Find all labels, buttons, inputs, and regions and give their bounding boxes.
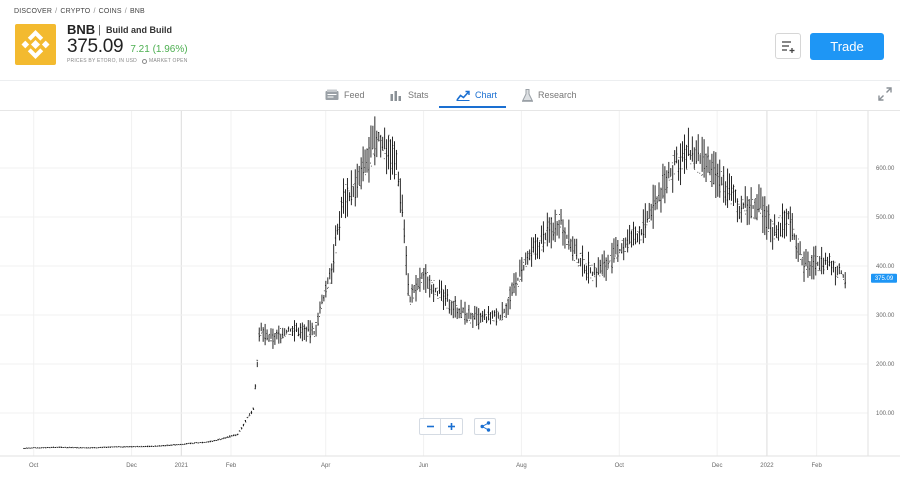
x-tick-label: Dec xyxy=(712,463,723,469)
breadcrumb: DISCOVER / CRYPTO / COINS / BNB xyxy=(14,8,145,15)
tab-stats-label: Stats xyxy=(408,90,429,100)
x-tick-label: Oct xyxy=(615,463,625,469)
last-price-label: 375.09 xyxy=(875,276,894,282)
x-tick-label: Aug xyxy=(516,463,527,469)
tab-research[interactable]: Research xyxy=(522,83,577,107)
price-change: 7.21 (1.96%) xyxy=(130,44,188,55)
price-chart-svg: Oct Dec 2021 Feb Apr Jun Aug Oct Dec 2022 Feb 100.0… xyxy=(0,111,900,469)
expand-icon xyxy=(878,87,892,101)
last-price-marker xyxy=(871,273,897,283)
y-tick-label: 500.00 xyxy=(876,215,895,221)
feed-icon xyxy=(325,89,339,100)
y-tick-label: 100.00 xyxy=(876,411,895,417)
x-tick-label: Feb xyxy=(226,463,237,469)
tab-research-label: Research xyxy=(538,90,577,100)
share-icon xyxy=(480,421,490,432)
instrument-title: BNB | Build and Build xyxy=(67,22,172,37)
breadcrumb-crypto[interactable]: CRYPTO xyxy=(60,8,91,15)
stats-icon xyxy=(390,90,401,101)
zoom-out-button[interactable] xyxy=(419,418,441,435)
clock-icon xyxy=(142,58,147,64)
research-icon xyxy=(522,88,533,102)
price-row: 375.09 7.21 (1.96%) xyxy=(67,36,188,58)
x-tick-label: 2021 xyxy=(175,463,189,469)
zoom-in-button[interactable] xyxy=(441,418,463,435)
tab-feed[interactable]: Feed xyxy=(325,83,365,107)
y-tick-label: 400.00 xyxy=(876,264,895,270)
share-button[interactable] xyxy=(474,418,496,435)
x-tick-label: Dec xyxy=(126,463,137,469)
x-tick-label: 2022 xyxy=(760,463,774,469)
breadcrumb-current: BNB xyxy=(129,8,145,15)
add-to-watchlist-button[interactable] xyxy=(775,33,801,59)
x-tick-label: Apr xyxy=(321,463,330,469)
breadcrumb-discover[interactable]: DISCOVER xyxy=(14,8,53,15)
tab-chart[interactable]: Chart xyxy=(456,83,497,107)
price-chart[interactable]: Oct Dec 2021 Feb Apr Jun Aug Oct Dec 2022 Feb 100.0… xyxy=(0,110,900,473)
y-tick-label: 300.00 xyxy=(876,313,895,319)
y-tick-label: 200.00 xyxy=(876,362,895,368)
chart-icon xyxy=(456,90,470,101)
breadcrumb-coins[interactable]: COINS xyxy=(98,8,122,15)
bnb-logo xyxy=(15,24,56,65)
title-divider: | xyxy=(98,23,102,36)
market-status: MARKET OPEN xyxy=(149,58,188,64)
tab-chart-label: Chart xyxy=(475,90,498,100)
minus-icon xyxy=(426,425,434,428)
bnb-logo-icon xyxy=(21,30,50,59)
price-meta: PRICES BY ETORO, IN USD MARKET OPEN xyxy=(67,58,188,64)
active-tab-indicator xyxy=(439,106,506,108)
zoom-controls xyxy=(419,418,463,435)
tab-feed-label: Feed xyxy=(344,90,365,100)
prices-note: PRICES BY ETORO, IN USD xyxy=(67,58,137,64)
instrument-price: 375.09 xyxy=(67,36,124,57)
trade-button[interactable]: Trade xyxy=(810,33,884,60)
instrument-name: Build and Build xyxy=(106,24,173,35)
plus-icon xyxy=(448,423,455,430)
fullscreen-button[interactable] xyxy=(878,87,892,101)
add-to-list-icon xyxy=(782,41,795,53)
x-tick-label: Feb xyxy=(811,463,822,469)
y-tick-label: 600.00 xyxy=(876,166,895,172)
x-tick-label: Jun xyxy=(419,463,429,469)
x-tick-label: Oct xyxy=(29,463,39,469)
instrument-symbol: BNB xyxy=(67,22,96,37)
tabs-divider xyxy=(0,80,900,81)
tab-stats[interactable]: Stats xyxy=(390,83,429,107)
